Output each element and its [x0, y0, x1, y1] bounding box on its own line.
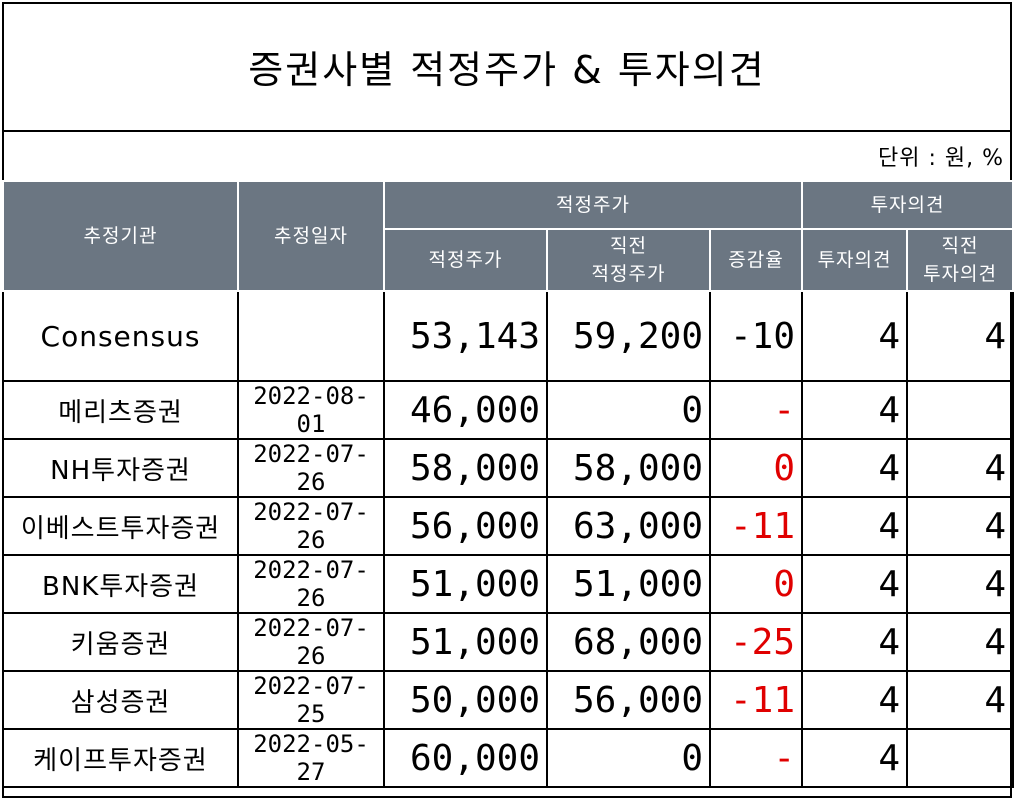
prev-opinion-cell: 4 [906, 554, 1014, 614]
table-row: 삼성증권 2022-07-25 50,000 56,000 -11 4 4 [2, 670, 1014, 730]
date-cell: 2022-07-26 [237, 612, 385, 672]
agency-cell: 키움증권 [2, 612, 239, 672]
prev-target-cell: 63,000 [546, 496, 711, 556]
prev-opinion-cell: 4 [906, 612, 1014, 672]
consensus-opinion: 4 [801, 290, 909, 382]
change-cell: -25 [708, 612, 804, 672]
header-target: 적정주가 [383, 228, 548, 292]
agency-cell: 케이프투자증권 [2, 728, 239, 788]
opinion-cell: 4 [801, 612, 909, 672]
opinion-cell: 4 [801, 380, 909, 440]
header-date: 추정일자 [237, 180, 385, 292]
prev-target-cell: 58,000 [546, 438, 711, 498]
target-price-table: 추정기관 추정일자 적정주가 투자의견 적정주가 직전 적정주가 증감율 투자의… [2, 180, 1014, 788]
agency-cell: 삼성증권 [2, 670, 239, 730]
date-cell: 2022-07-26 [237, 438, 385, 498]
table-row: NH투자증권 2022-07-26 58,000 58,000 0 4 4 [2, 438, 1014, 498]
prev-target-cell: 0 [546, 380, 711, 440]
change-cell: 0 [708, 438, 804, 498]
header-opinion: 투자의견 [801, 228, 909, 292]
agency-cell: 이베스트투자증권 [2, 496, 239, 556]
opinion-cell: 4 [801, 670, 909, 730]
target-cell: 50,000 [383, 670, 548, 730]
prev-target-cell: 56,000 [546, 670, 711, 730]
opinion-cell: 4 [801, 728, 909, 788]
change-cell: - [708, 728, 804, 788]
header-opinion-group: 투자의견 [801, 180, 1014, 230]
opinion-cell: 4 [801, 496, 909, 556]
consensus-target: 53,143 [383, 290, 548, 382]
prev-target-cell: 0 [546, 728, 711, 788]
agency-cell: 메리츠증권 [2, 380, 239, 440]
opinion-cell: 4 [801, 438, 909, 498]
date-cell: 2022-08-01 [237, 380, 385, 440]
target-cell: 51,000 [383, 554, 548, 614]
header-agency: 추정기관 [2, 180, 239, 292]
date-cell: 2022-05-27 [237, 728, 385, 788]
consensus-date [237, 290, 385, 382]
table-row: 케이프투자증권 2022-05-27 60,000 0-4 [2, 728, 1014, 788]
table-row: 이베스트투자증권 2022-07-26 56,000 63,000 -11 4 4 [2, 496, 1014, 556]
prev-opinion-cell: 4 [906, 438, 1014, 498]
consensus-row: Consensus 53,143 59,200 -10 4 4 [2, 290, 1014, 382]
table-row: BNK투자증권 2022-07-26 51,000 51,000 0 4 4 [2, 554, 1014, 614]
target-cell: 56,000 [383, 496, 548, 556]
agency-cell: BNK투자증권 [2, 554, 239, 614]
consensus-prev-target: 59,200 [546, 290, 711, 382]
date-cell: 2022-07-26 [237, 496, 385, 556]
header-change: 증감율 [708, 228, 804, 292]
change-cell: -11 [708, 496, 804, 556]
header-prev-target: 직전 적정주가 [546, 228, 711, 292]
table-row: 메리츠증권 2022-08-01 46,000 0-4 [2, 380, 1014, 440]
change-cell: -11 [708, 670, 804, 730]
change-cell: 0 [708, 554, 804, 614]
target-cell: 60,000 [383, 728, 548, 788]
consensus-name: Consensus [2, 290, 239, 382]
header-target-group: 적정주가 [382, 180, 804, 230]
change-cell: - [708, 380, 804, 440]
target-cell: 51,000 [383, 612, 548, 672]
consensus-prev-opinion: 4 [906, 290, 1014, 382]
page-title: 증권사별 적정주가 & 투자의견 [2, 2, 1012, 132]
target-cell: 46,000 [383, 380, 548, 440]
target-cell: 58,000 [383, 438, 548, 498]
prev-target-cell: 51,000 [546, 554, 711, 614]
prev-target-cell: 68,000 [546, 612, 711, 672]
agency-cell: NH투자증권 [2, 438, 239, 498]
prev-opinion-cell: 4 [906, 670, 1014, 730]
consensus-change: -10 [708, 290, 804, 382]
table-row: 키움증권 2022-07-26 51,000 68,000 -25 4 4 [2, 612, 1014, 672]
header-prev-opinion: 직전 투자의견 [906, 228, 1014, 292]
unit-label: 단위 : 원, % [877, 146, 1004, 171]
prev-opinion-cell [906, 380, 1014, 440]
date-cell: 2022-07-25 [237, 670, 385, 730]
opinion-cell: 4 [801, 554, 909, 614]
prev-opinion-cell [906, 728, 1014, 788]
date-cell: 2022-07-26 [237, 554, 385, 614]
prev-opinion-cell: 4 [906, 496, 1014, 556]
